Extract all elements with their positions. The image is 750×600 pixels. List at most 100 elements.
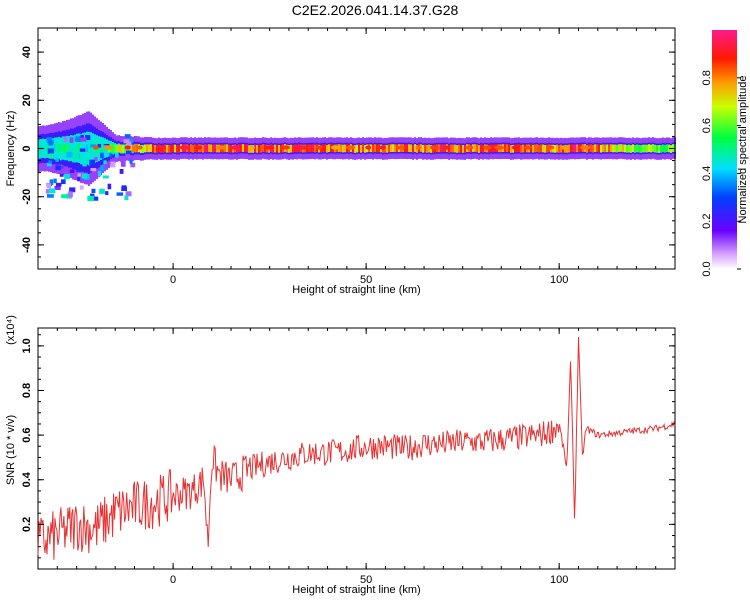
spectrogram-cell [568,144,570,153]
spectrogram-cell [79,148,85,152]
spectrogram-peak [493,145,505,150]
spectrogram-cell [109,153,113,158]
spectrogram-cell [600,144,602,153]
spectrogram-cell [178,145,180,153]
spectrogram-cell [666,144,668,153]
spectrogram-cell [114,144,116,153]
spectrogram-cell [61,194,67,199]
spectrogram-marks [38,111,676,202]
spectrogram-cell [170,145,172,153]
spectrogram-cell [522,144,524,153]
spectrogram-cell [510,145,512,153]
spectrogram-cell [406,144,408,153]
x-tick-label: 100 [550,574,568,586]
spectrogram-cell [51,156,55,163]
spectrogram-cell [458,144,460,153]
spectrogram-peak [523,145,532,150]
spectrogram-cell [294,144,296,153]
spectrogram-cell [44,144,46,153]
spectrogram-cell [412,145,414,153]
spectrogram-cell [90,168,97,172]
spectrogram-cell [474,144,476,152]
spectrogram-cell [120,145,122,153]
spectrogram-cell [125,191,132,197]
spectrogram-cell [174,144,176,153]
spectrogram-cell [356,144,358,153]
spectrogram-cell [93,196,99,201]
spectrogram-cell [48,188,56,194]
spectrogram-cell [394,144,396,153]
colorbar-gradient [712,30,737,269]
spectrogram-peak [216,145,227,150]
spectrogram-peak [93,145,99,150]
spectrogram-cell [280,144,282,153]
spectrogram-cell [362,144,364,152]
spectrogram-cell [60,145,62,153]
spectrogram-cell [608,144,610,153]
spectrogram-cell [192,144,194,153]
spectrogram-cell [46,144,48,153]
chart-title: C2E2.2026.041.14.37.G28 [291,2,459,18]
spectrogram-cell [476,144,478,153]
spectrogram-cell [618,144,620,152]
x-tick-label: 50 [360,274,372,286]
spectrogram-cell [190,144,192,152]
spectrogram-peak [444,145,451,150]
spectrogram-cell [46,183,52,189]
spectrogram-cell [480,144,482,153]
spectrogram-cell [100,165,105,171]
spectrogram-cell [54,144,56,153]
spectrogram-cell [612,144,614,153]
spectrogram-peak [546,145,555,150]
spectrogram-cell [620,144,622,152]
spectrogram-cell [150,144,152,152]
spectrogram-cell [68,144,70,153]
y-tick-label: 0.2 [21,517,33,532]
spectrogram-cell [66,151,73,158]
colorbar-tick-label: 0.2 [701,214,713,229]
spectrogram-cell [55,165,62,171]
spectrogram-cell [460,144,462,153]
spectrogram-cell [414,144,416,152]
spectrogram-cell [68,191,73,198]
spectrogram-cell [130,162,136,168]
spectrogram-cell [154,145,156,153]
spectrogram-cell [662,144,664,153]
spectrogram-cell [572,144,574,153]
spectrogram-cell [338,144,340,152]
spectrogram-cell [614,144,616,153]
y-tick-label: 1.0 [21,338,33,353]
spectrogram-cell [274,144,276,153]
spectrogram-cell [77,176,81,182]
spectrogram-cell [59,173,64,177]
spectrogram-cell [288,145,290,153]
spectrogram-cell [464,145,466,153]
spectrogram-cell [388,144,390,153]
spectrogram-cell [256,144,258,153]
spectrogram-cell [328,144,330,153]
spectrogram-cell [238,144,240,153]
spectrogram-cell [556,144,558,153]
x-tick-label: 0 [170,274,176,286]
spectrogram-cell [129,159,133,164]
y-tick-label: 0.6 [21,427,33,442]
spectrogram-cell [546,144,548,153]
spectrogram-cell [276,144,278,153]
spectrogram-cell [46,137,52,143]
spectrogram-cell [134,144,136,152]
spectrogram-cell [86,144,88,152]
spectrogram-cell [372,144,374,153]
spectrogram-peak [137,145,143,150]
spectrogram-cell [144,144,146,153]
snr-y-axis-label: SNR (10 * v/v) [5,415,17,485]
spectrogram-cell [97,144,102,148]
spectrogram-peak [230,145,239,150]
spectrogram-cell [70,144,72,152]
spectrogram-cell [148,144,150,153]
spectrogram-cell [646,144,648,153]
spectrogram-cell [105,191,109,196]
spectrogram-cell [230,144,232,153]
spectrogram-cell [80,137,87,142]
spectrogram-cell [56,144,58,153]
spectrogram-cell [132,145,134,153]
